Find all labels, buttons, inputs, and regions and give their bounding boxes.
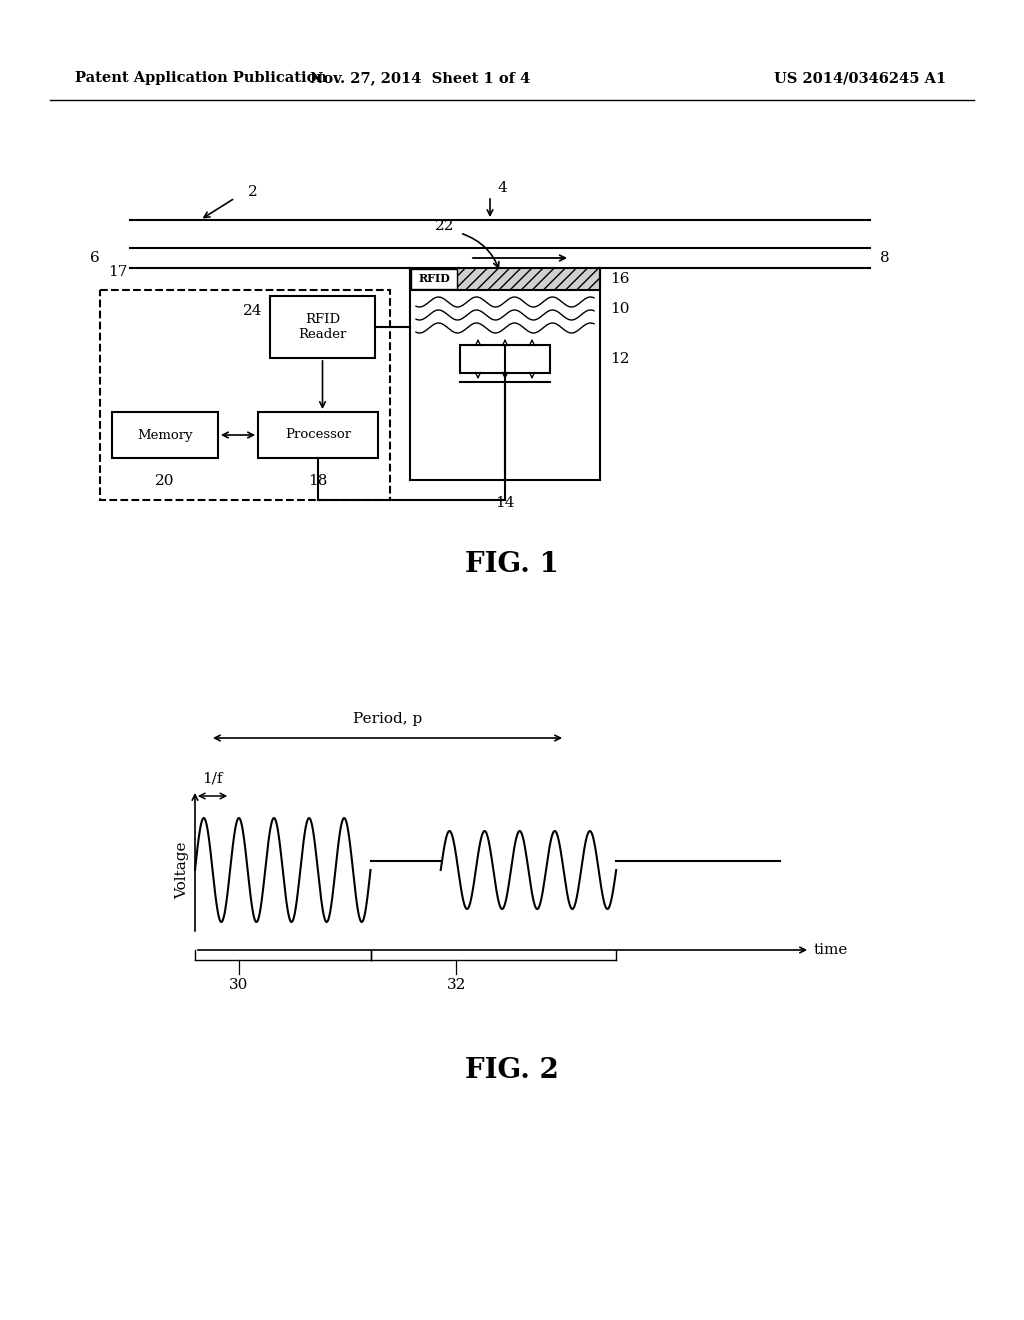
Bar xyxy=(411,269,457,289)
Text: 1/f: 1/f xyxy=(203,772,223,785)
Text: 17: 17 xyxy=(108,265,127,279)
Text: Voltage: Voltage xyxy=(175,841,189,899)
Text: 16: 16 xyxy=(610,272,630,286)
Text: 8: 8 xyxy=(880,251,890,265)
Text: 30: 30 xyxy=(229,978,249,993)
Text: Processor: Processor xyxy=(285,429,351,441)
Text: 20: 20 xyxy=(156,474,175,488)
Text: 32: 32 xyxy=(446,978,466,993)
Bar xyxy=(100,290,390,500)
Bar xyxy=(460,345,550,374)
Text: FIG. 1: FIG. 1 xyxy=(465,552,559,578)
Text: RFID: RFID xyxy=(418,273,450,285)
Text: Patent Application Publication: Patent Application Publication xyxy=(75,71,327,84)
Text: 18: 18 xyxy=(308,474,328,488)
Bar xyxy=(112,412,218,458)
Text: time: time xyxy=(814,942,848,957)
Text: 22: 22 xyxy=(435,219,455,234)
Text: 10: 10 xyxy=(610,302,630,315)
Text: Period, p: Period, p xyxy=(353,711,422,726)
Text: 2: 2 xyxy=(248,185,258,199)
Text: 6: 6 xyxy=(90,251,100,265)
Text: 14: 14 xyxy=(496,496,515,510)
Bar xyxy=(258,412,378,458)
Text: US 2014/0346245 A1: US 2014/0346245 A1 xyxy=(774,71,946,84)
Text: 12: 12 xyxy=(610,352,630,366)
Text: RFID
Reader: RFID Reader xyxy=(298,313,347,341)
Text: Memory: Memory xyxy=(137,429,193,441)
Text: 4: 4 xyxy=(498,181,508,195)
Bar xyxy=(270,296,375,358)
Text: FIG. 2: FIG. 2 xyxy=(465,1056,559,1084)
Text: 24: 24 xyxy=(243,304,262,318)
Bar xyxy=(410,268,600,290)
Text: Nov. 27, 2014  Sheet 1 of 4: Nov. 27, 2014 Sheet 1 of 4 xyxy=(310,71,530,84)
